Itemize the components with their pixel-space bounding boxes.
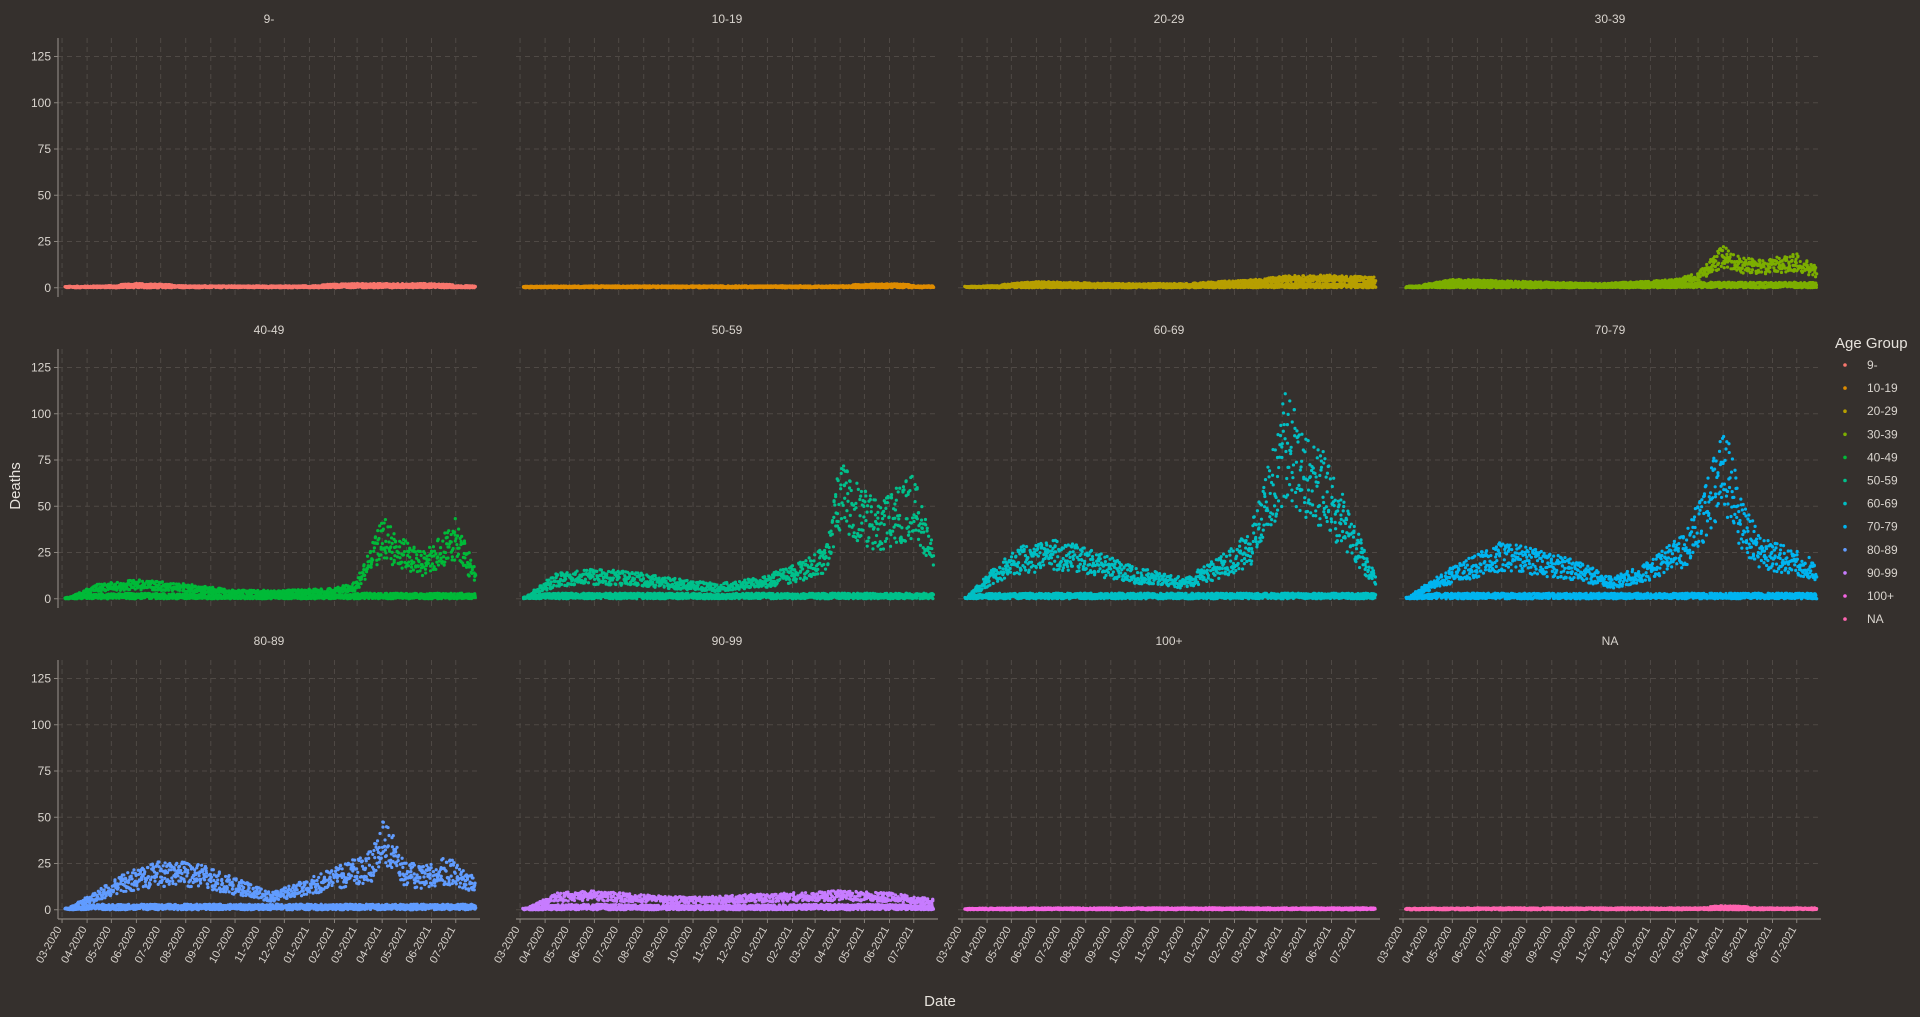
series-points [63,281,477,290]
facet-panel: 9- 0 25 50 75 100 125 [31,12,480,297]
y-tick-label: 25 [38,235,52,249]
y-tick-label: 100 [31,96,51,110]
y-tick-label: 0 [44,281,51,295]
y-tick-label: 50 [38,188,52,202]
data-point [473,284,477,289]
y-tick-label: 75 [38,142,52,156]
facet-title: 9- [264,12,275,26]
facet-title: 10-19 [712,12,743,26]
y-tick-label: 125 [31,50,51,64]
data-point [932,285,936,290]
facet-title: 20-29 [1154,12,1185,26]
